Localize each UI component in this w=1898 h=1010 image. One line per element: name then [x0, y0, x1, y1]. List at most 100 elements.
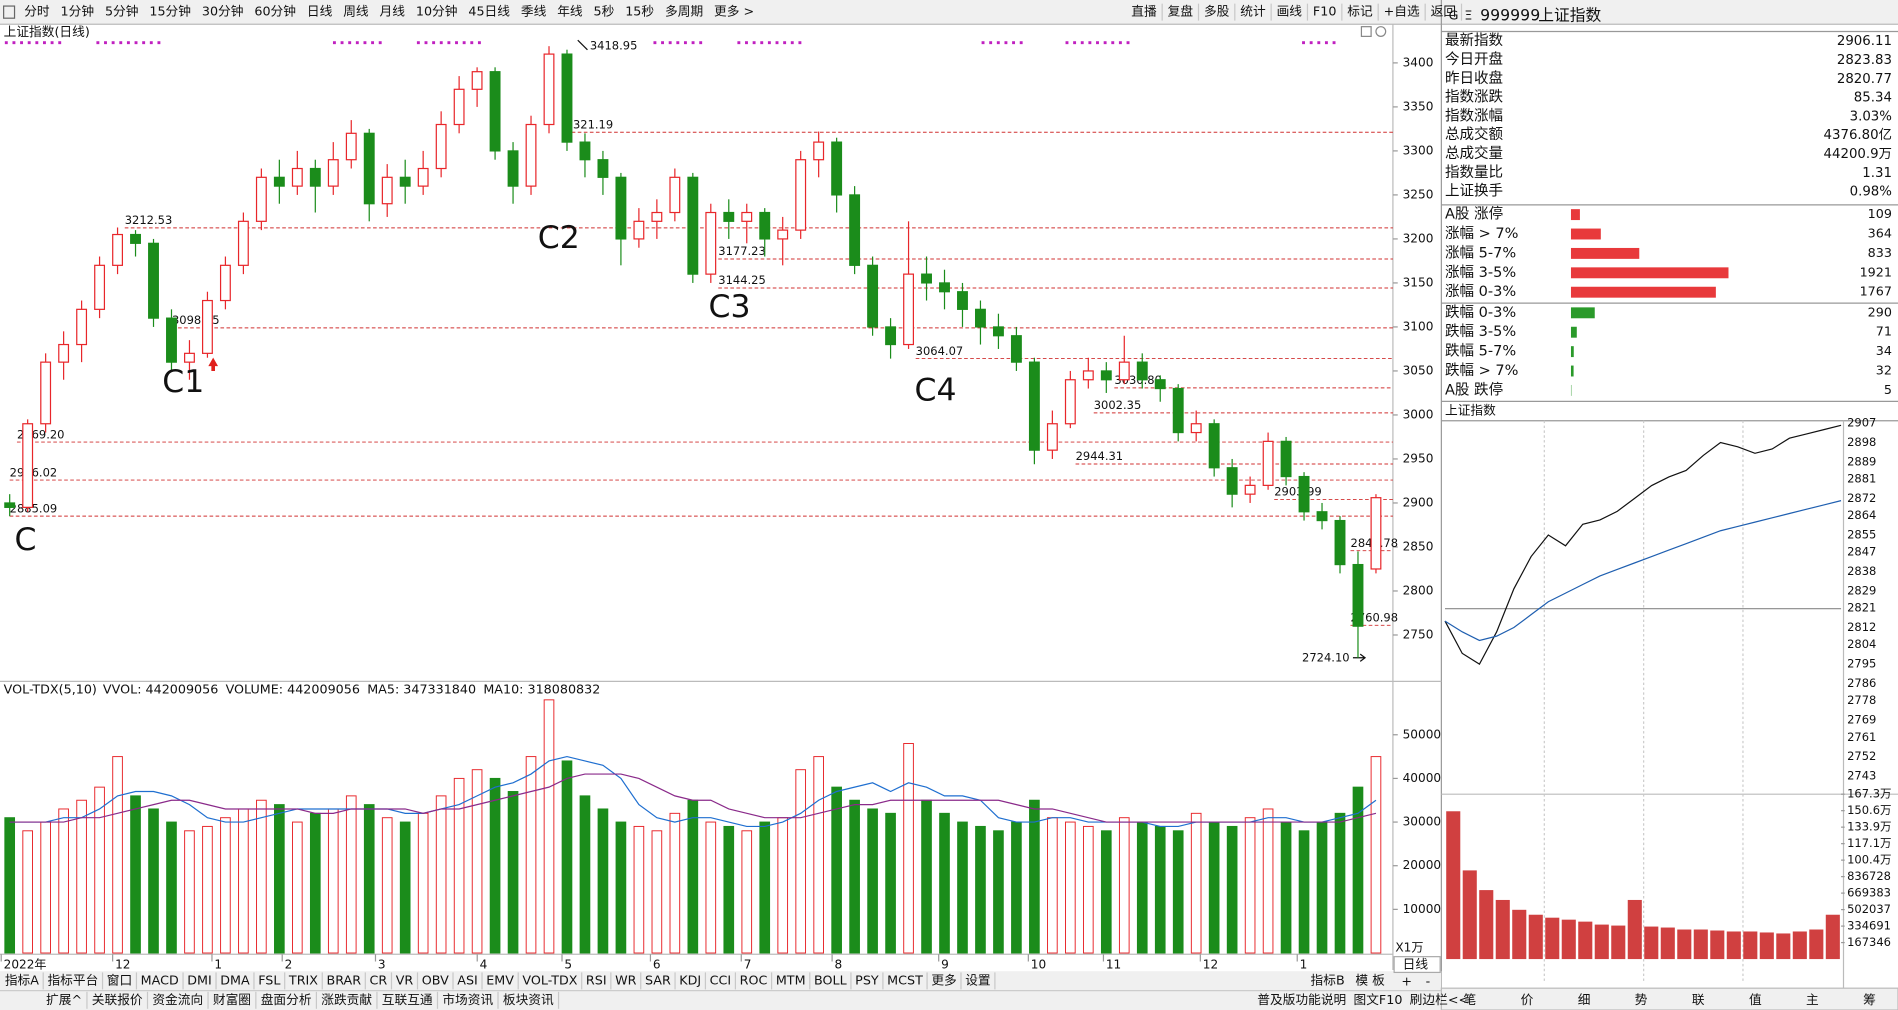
menu-icon[interactable] — [3, 5, 16, 19]
candle-body — [1316, 511, 1328, 522]
period-button[interactable]: 5分钟 — [105, 4, 139, 19]
extra-tab[interactable]: 资金流向 — [152, 992, 203, 1007]
tool-button[interactable]: 复盘 — [1168, 4, 1194, 19]
footer-link[interactable]: 刷边栏<< — [1410, 992, 1469, 1007]
extra-tab[interactable]: 板块资讯 — [503, 992, 554, 1007]
indicator-tab[interactable]: DMA — [220, 972, 250, 987]
tool-button[interactable]: 标记 — [1347, 4, 1373, 19]
period-button[interactable]: 30分钟 — [202, 4, 244, 19]
tool-button[interactable]: +自选 — [1384, 4, 1420, 19]
tool-button[interactable]: 返回 — [1431, 4, 1456, 19]
x-tick-label: 3 — [378, 958, 386, 972]
side-tab[interactable]: 笔 — [1464, 992, 1477, 1007]
period-button[interactable]: 45日线 — [468, 4, 510, 19]
period-button[interactable]: 年线 — [557, 4, 583, 19]
indicator-tab[interactable]: SAR — [645, 972, 671, 987]
indicator-tab[interactable]: MCST — [887, 972, 923, 987]
side-tab[interactable]: 筹 — [1863, 992, 1876, 1007]
indicator-tab[interactable]: 窗口 — [107, 972, 132, 987]
indicator-tab[interactable]: CR — [370, 972, 388, 987]
indicator-tab[interactable]: 指标B — [1311, 972, 1345, 987]
indicator-tab[interactable]: TRIX — [288, 972, 318, 987]
tool-button[interactable]: F10 — [1313, 4, 1336, 19]
indicator-tab[interactable]: WR — [615, 972, 637, 987]
breadth-bar — [1570, 307, 1595, 319]
side-tab[interactable]: 值 — [1749, 992, 1762, 1007]
settings-icon[interactable] — [1360, 26, 1372, 37]
period-button[interactable]: 分时 — [24, 4, 50, 19]
signal-dot — [462, 41, 466, 45]
period-button[interactable]: 更多 > — [714, 4, 754, 19]
side-tab[interactable]: 价 — [1521, 992, 1534, 1007]
extra-tab[interactable]: 关联报价 — [92, 992, 143, 1007]
extra-tab[interactable]: 市场资讯 — [442, 992, 493, 1007]
indicator-tab[interactable]: VR — [396, 972, 414, 987]
signal-dot — [142, 41, 146, 45]
indicator-tab[interactable]: VOL-TDX — [522, 972, 577, 987]
indicator-tab[interactable]: 指标A — [5, 972, 39, 987]
indicator-tab[interactable]: OBV — [422, 972, 449, 987]
indicator-tab[interactable]: 更多 — [931, 972, 956, 987]
indicator-tab[interactable]: 设置 — [965, 972, 991, 987]
period-button[interactable]: 多周期 — [665, 4, 703, 19]
side-tab[interactable]: 联 — [1692, 992, 1705, 1007]
period-button[interactable]: 60分钟 — [254, 4, 296, 19]
period-button[interactable]: 周线 — [343, 4, 369, 19]
extra-tab[interactable]: 互联互通 — [382, 992, 433, 1007]
indicator-tab[interactable]: ROC — [740, 972, 768, 987]
footer-link[interactable]: 图文F10 — [1354, 992, 1403, 1007]
y-tick-label: 3200 — [1403, 231, 1434, 245]
signal-dot — [1019, 41, 1023, 45]
signal-dot — [745, 41, 748, 45]
period-button[interactable]: 月线 — [380, 4, 406, 19]
side-tab[interactable]: 主 — [1806, 992, 1819, 1007]
signal-dot — [447, 41, 451, 45]
indicator-tab[interactable]: ASI — [457, 972, 478, 987]
candle-body — [76, 308, 88, 346]
zoom-button[interactable]: + — [1401, 974, 1412, 989]
footer-link[interactable]: 普及版功能说明 — [1257, 992, 1346, 1007]
side-tab[interactable]: 细 — [1578, 992, 1591, 1007]
period-button[interactable]: 1分钟 — [61, 4, 95, 19]
indicator-tab[interactable]: KDJ — [679, 972, 701, 987]
candle-body — [1190, 423, 1202, 434]
indicator-tab[interactable]: CCI — [710, 972, 732, 987]
period-button[interactable]: 5秒 — [594, 4, 615, 19]
indicator-tab[interactable]: 指标平台 — [47, 972, 98, 987]
extra-tab[interactable]: 财富圈 — [213, 992, 251, 1007]
indicator-tab[interactable]: EMV — [486, 972, 514, 987]
indicator-tab[interactable]: BOLL — [814, 972, 848, 987]
candle-body — [345, 132, 357, 161]
extra-tab[interactable]: 扩展^ — [46, 992, 82, 1007]
indicator-tab[interactable]: FSL — [258, 972, 281, 987]
indicator-tab[interactable]: 模 板 — [1355, 972, 1385, 987]
indicator-tab[interactable]: MTM — [776, 972, 806, 987]
period-button[interactable]: 15秒 — [625, 4, 654, 19]
settings-icon[interactable] — [1375, 26, 1387, 37]
indicator-tab[interactable]: BRAR — [326, 972, 361, 987]
indicator-tab[interactable]: DMI — [187, 972, 212, 987]
signal-dot — [4, 41, 8, 45]
quote-label: 昨日收盘 — [1445, 69, 1503, 87]
side-tab[interactable]: 势 — [1635, 992, 1648, 1007]
period-box — [1393, 956, 1441, 974]
indicator-tab[interactable]: RSI — [586, 972, 607, 987]
zoom-button[interactable]: - — [1426, 974, 1431, 989]
y-tick-label: 3000 — [1403, 407, 1434, 421]
volume-bar — [76, 799, 87, 954]
indicator-tab[interactable]: MACD — [141, 972, 179, 987]
extra-tab[interactable]: 涨跌贡献 — [321, 992, 372, 1007]
tool-button[interactable]: 画线 — [1277, 4, 1303, 19]
tool-button[interactable]: 直播 — [1131, 4, 1157, 19]
tool-button[interactable]: 多股 — [1204, 4, 1230, 19]
period-button[interactable]: 日线 — [307, 4, 333, 19]
tool-button[interactable]: 统计 — [1240, 4, 1266, 19]
period-button[interactable]: 10分钟 — [416, 4, 458, 19]
volume-bar — [1172, 830, 1184, 954]
period-box-label[interactable]: 日线 — [1403, 957, 1429, 972]
signal-dot — [1317, 41, 1321, 45]
period-button[interactable]: 季线 — [521, 4, 547, 19]
extra-tab[interactable]: 盘面分析 — [261, 992, 312, 1007]
period-button[interactable]: 15分钟 — [149, 4, 191, 19]
indicator-tab[interactable]: PSY — [855, 972, 879, 987]
